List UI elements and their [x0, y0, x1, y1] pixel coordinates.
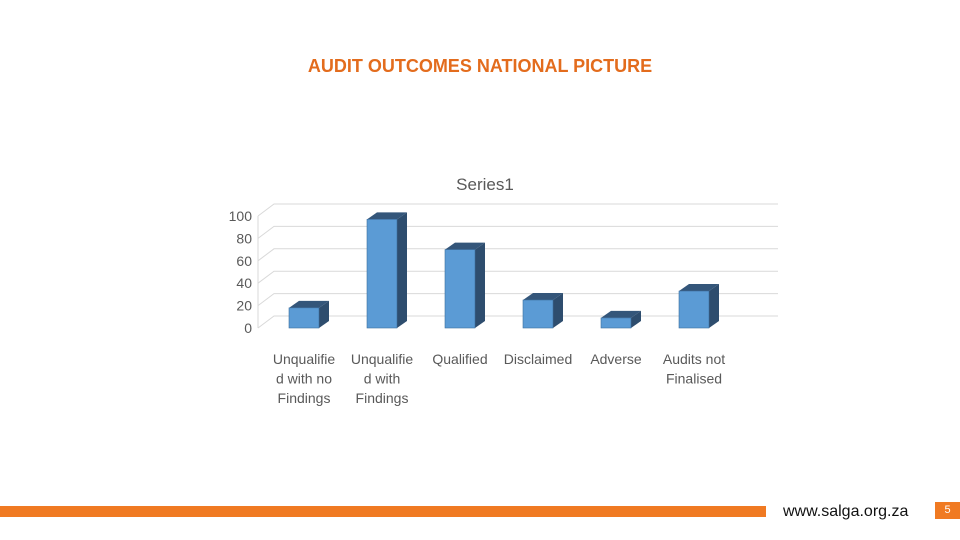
x-tick-label: Disclaimed	[504, 351, 572, 367]
bar-top-face	[445, 242, 485, 250]
bar-side-face	[709, 284, 719, 328]
y-tick-label: 80	[236, 230, 252, 246]
slide-title: AUDIT OUTCOMES NATIONAL PICTURE	[307, 56, 653, 76]
bar-front-face	[366, 219, 398, 329]
y-tick-label: 0	[244, 320, 252, 336]
x-tick-label: Unqualifie d with Findings	[351, 351, 413, 406]
footer-url: www.salga.org.za	[783, 503, 909, 520]
y-tick-label: 20	[236, 298, 252, 314]
bar-front-face	[288, 307, 320, 329]
bar-top-face	[679, 284, 719, 292]
y-tick-label: 60	[236, 253, 252, 269]
bar	[678, 284, 719, 329]
bar-front-face	[678, 290, 710, 329]
bar-top-face	[289, 300, 329, 308]
page-number: 5	[935, 502, 960, 519]
x-tick-label: Adverse	[590, 351, 642, 367]
bar-side-face	[397, 212, 407, 328]
bar-side-face	[475, 242, 485, 328]
chart-title: Series1	[456, 175, 514, 194]
x-tick-label: Unqualifie d with no Findings	[273, 351, 335, 406]
footer-accent-bar	[0, 506, 766, 517]
gridline	[257, 225, 778, 239]
bar-side-face	[319, 300, 329, 328]
bar-front-face	[444, 249, 476, 329]
y-tick-label: 40	[236, 275, 252, 291]
bar-side-face	[631, 310, 641, 328]
bar	[444, 242, 485, 329]
bar	[366, 212, 407, 329]
x-tick-label: Audits not Finalised	[663, 351, 725, 387]
bar-top-face	[523, 293, 563, 300]
bar-top-face	[367, 212, 407, 220]
bar-side-face	[553, 293, 563, 328]
bar-front-face	[600, 317, 632, 329]
gridline	[257, 248, 778, 262]
bar-top-face	[601, 310, 641, 318]
bar	[600, 310, 641, 329]
gridline	[257, 203, 778, 217]
bar-front-face	[522, 299, 554, 329]
gridline	[257, 270, 778, 284]
y-tick-label: 100	[229, 208, 253, 224]
bar	[522, 293, 563, 329]
gridline	[257, 293, 778, 307]
bar	[288, 300, 329, 329]
x-tick-label: Qualified	[432, 351, 487, 367]
